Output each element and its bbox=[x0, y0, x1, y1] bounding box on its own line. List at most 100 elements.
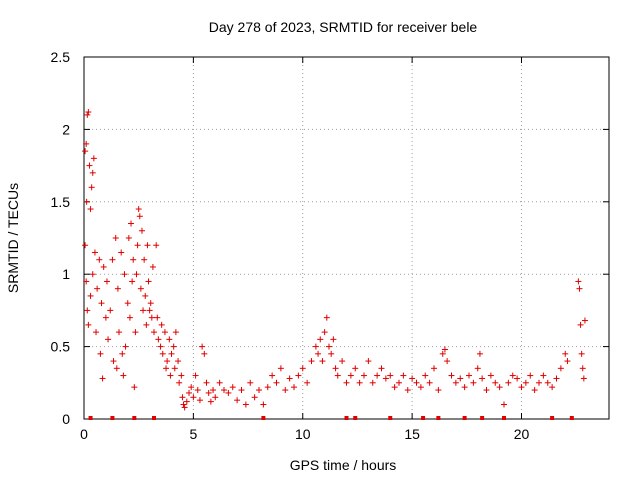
data-point bbox=[466, 372, 472, 379]
data-point bbox=[496, 384, 503, 391]
data-point bbox=[527, 372, 534, 379]
data-point bbox=[194, 387, 201, 394]
data-point bbox=[180, 401, 187, 408]
data-point bbox=[158, 321, 165, 328]
data-point bbox=[343, 379, 350, 386]
x-axis-label: GPS time / hours bbox=[290, 457, 397, 473]
data-point bbox=[154, 314, 161, 321]
data-point bbox=[332, 365, 339, 372]
data-point bbox=[577, 321, 584, 328]
data-point bbox=[578, 350, 585, 357]
data-point bbox=[126, 314, 133, 321]
data-point bbox=[260, 401, 267, 408]
data-point bbox=[575, 278, 582, 285]
data-point bbox=[164, 358, 171, 365]
data-point bbox=[580, 375, 587, 382]
data-point bbox=[509, 372, 516, 379]
data-point bbox=[326, 343, 332, 350]
data-point bbox=[91, 249, 98, 256]
data-point bbox=[161, 329, 168, 336]
data-point bbox=[82, 148, 89, 155]
data-point bbox=[166, 336, 173, 343]
data-point bbox=[323, 314, 330, 321]
data-point bbox=[409, 375, 416, 382]
data-point bbox=[110, 358, 117, 365]
data-point bbox=[192, 372, 199, 379]
data-point bbox=[102, 314, 109, 321]
data-point bbox=[203, 379, 210, 386]
y-axis-label: SRMTID / TECUs bbox=[5, 183, 21, 293]
data-point bbox=[124, 300, 131, 307]
data-point bbox=[269, 372, 276, 379]
x-tick-label: 20 bbox=[514, 426, 530, 442]
chart-title: Day 278 of 2023, SRMTID for receiver bel… bbox=[209, 19, 478, 35]
data-point bbox=[426, 379, 433, 386]
data-point bbox=[544, 379, 551, 386]
data-point bbox=[273, 379, 280, 386]
data-point bbox=[483, 387, 490, 394]
data-point bbox=[315, 350, 322, 357]
data-point bbox=[148, 314, 155, 321]
data-point bbox=[181, 404, 188, 411]
data-point bbox=[479, 375, 486, 382]
data-point bbox=[201, 350, 208, 357]
data-point bbox=[553, 375, 560, 382]
data-point bbox=[476, 350, 483, 357]
data-point bbox=[501, 401, 507, 408]
data-point bbox=[391, 384, 398, 391]
data-point bbox=[505, 379, 512, 386]
data-point bbox=[107, 307, 114, 314]
data-point bbox=[431, 365, 437, 372]
data-point bbox=[242, 401, 249, 408]
data-point bbox=[299, 365, 306, 372]
grid-lines bbox=[84, 57, 609, 419]
data-point bbox=[564, 358, 571, 365]
data-point bbox=[147, 300, 154, 307]
data-point bbox=[83, 140, 90, 147]
data-point bbox=[400, 372, 407, 379]
data-point bbox=[83, 198, 90, 205]
data-point bbox=[136, 213, 143, 220]
data-point bbox=[97, 350, 104, 357]
data-point bbox=[118, 249, 125, 256]
y-tick-label: 0.5 bbox=[51, 339, 71, 355]
data-point bbox=[441, 346, 448, 353]
data-point bbox=[579, 365, 586, 372]
x-tick-label: 5 bbox=[189, 426, 197, 442]
data-point bbox=[356, 379, 363, 386]
y-tick-label: 1.5 bbox=[51, 194, 71, 210]
data-point bbox=[352, 365, 359, 372]
data-point bbox=[98, 300, 105, 307]
data-points bbox=[82, 109, 588, 411]
data-point bbox=[131, 384, 138, 391]
data-point bbox=[518, 384, 525, 391]
data-point bbox=[492, 379, 499, 386]
data-point bbox=[88, 184, 95, 191]
data-point bbox=[304, 379, 311, 386]
data-point bbox=[155, 336, 162, 343]
data-point bbox=[212, 394, 219, 401]
axis-ticks bbox=[83, 56, 609, 420]
data-point bbox=[141, 256, 148, 263]
data-point bbox=[361, 372, 367, 379]
data-point bbox=[130, 256, 137, 263]
data-point bbox=[146, 307, 153, 314]
data-point bbox=[120, 372, 127, 379]
data-point bbox=[474, 365, 481, 372]
data-point bbox=[277, 365, 284, 372]
data-point bbox=[330, 336, 337, 343]
data-point bbox=[188, 384, 195, 391]
data-point bbox=[186, 389, 192, 396]
data-point bbox=[562, 350, 569, 357]
data-point bbox=[157, 343, 164, 350]
data-point bbox=[452, 379, 459, 386]
data-point bbox=[151, 329, 157, 336]
data-point bbox=[183, 398, 190, 405]
data-point bbox=[312, 343, 319, 350]
data-point bbox=[84, 307, 91, 314]
data-point bbox=[317, 336, 324, 343]
y-tick-label: 2.5 bbox=[51, 49, 71, 65]
data-point bbox=[142, 292, 149, 299]
data-point bbox=[93, 329, 100, 336]
